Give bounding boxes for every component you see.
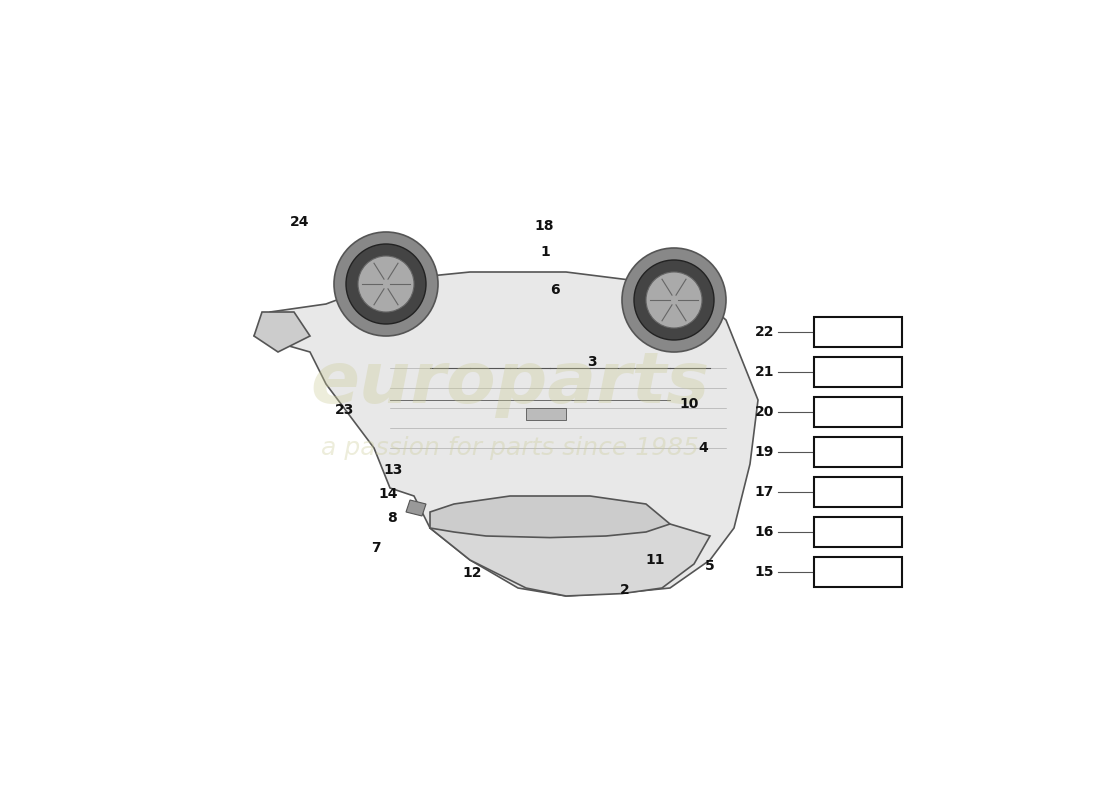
Bar bbox=[526, 408, 566, 420]
Text: 15: 15 bbox=[755, 565, 774, 579]
Polygon shape bbox=[430, 496, 670, 538]
Text: 19: 19 bbox=[755, 445, 774, 459]
Text: europarts: europarts bbox=[310, 350, 710, 418]
Text: 21: 21 bbox=[755, 365, 774, 379]
Bar bbox=[814, 317, 902, 347]
Bar bbox=[814, 557, 902, 587]
Text: 4: 4 bbox=[698, 441, 708, 455]
Bar bbox=[814, 517, 902, 547]
Text: 1: 1 bbox=[540, 245, 550, 259]
Text: 13: 13 bbox=[384, 463, 403, 478]
Polygon shape bbox=[430, 508, 710, 596]
Polygon shape bbox=[406, 500, 426, 516]
Text: 3: 3 bbox=[587, 354, 597, 369]
Circle shape bbox=[634, 260, 714, 340]
Polygon shape bbox=[254, 312, 310, 352]
Circle shape bbox=[334, 232, 438, 336]
Text: 20: 20 bbox=[755, 405, 774, 419]
Text: 11: 11 bbox=[646, 553, 666, 567]
Text: 17: 17 bbox=[755, 485, 774, 499]
Text: 23: 23 bbox=[334, 403, 354, 418]
Bar bbox=[814, 437, 902, 467]
Text: 24: 24 bbox=[290, 214, 309, 229]
Text: 7: 7 bbox=[371, 541, 381, 555]
Bar bbox=[814, 357, 902, 387]
Bar bbox=[814, 477, 902, 507]
Text: 8: 8 bbox=[387, 511, 396, 526]
Text: 10: 10 bbox=[680, 397, 698, 411]
Text: 12: 12 bbox=[463, 566, 482, 580]
Polygon shape bbox=[254, 272, 758, 596]
Text: 16: 16 bbox=[755, 525, 774, 539]
Text: 14: 14 bbox=[378, 486, 398, 501]
Circle shape bbox=[646, 272, 702, 328]
Text: 2: 2 bbox=[620, 583, 630, 598]
Text: 22: 22 bbox=[755, 325, 774, 339]
Text: a passion for parts since 1985: a passion for parts since 1985 bbox=[321, 436, 698, 460]
Text: 5: 5 bbox=[705, 558, 715, 573]
Text: 18: 18 bbox=[535, 219, 554, 234]
Circle shape bbox=[621, 248, 726, 352]
Circle shape bbox=[358, 256, 414, 312]
Bar bbox=[814, 397, 902, 427]
Circle shape bbox=[346, 244, 426, 324]
Text: 6: 6 bbox=[550, 282, 560, 297]
